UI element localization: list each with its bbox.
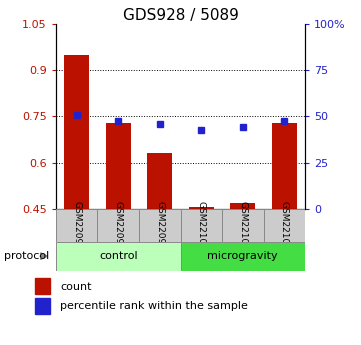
Text: GSM22100: GSM22100 (197, 200, 206, 250)
Bar (180, 241, 305, 271)
Bar (106, 122, 131, 209)
Text: count: count (60, 282, 91, 292)
Text: GSM22099: GSM22099 (155, 200, 164, 250)
Title: GDS928 / 5089: GDS928 / 5089 (123, 8, 238, 23)
Text: GSM22102: GSM22102 (280, 201, 289, 249)
Bar (222, 209, 264, 242)
Bar (272, 122, 297, 209)
Bar (147, 153, 172, 209)
Bar (35, 298, 51, 314)
Bar (180, 209, 222, 242)
Text: GSM22101: GSM22101 (238, 200, 247, 250)
Bar (97, 209, 139, 242)
Text: GSM22098: GSM22098 (114, 200, 123, 250)
Bar (189, 207, 214, 209)
Bar (56, 241, 180, 271)
Text: GSM22097: GSM22097 (72, 200, 81, 250)
Bar (56, 209, 97, 242)
Text: protocol: protocol (4, 251, 49, 261)
Bar (35, 278, 51, 294)
Bar (64, 55, 89, 209)
Text: percentile rank within the sample: percentile rank within the sample (60, 301, 248, 311)
Bar (139, 209, 180, 242)
Bar (264, 209, 305, 242)
Text: microgravity: microgravity (208, 251, 278, 261)
Text: control: control (99, 251, 138, 261)
Bar (230, 203, 255, 209)
